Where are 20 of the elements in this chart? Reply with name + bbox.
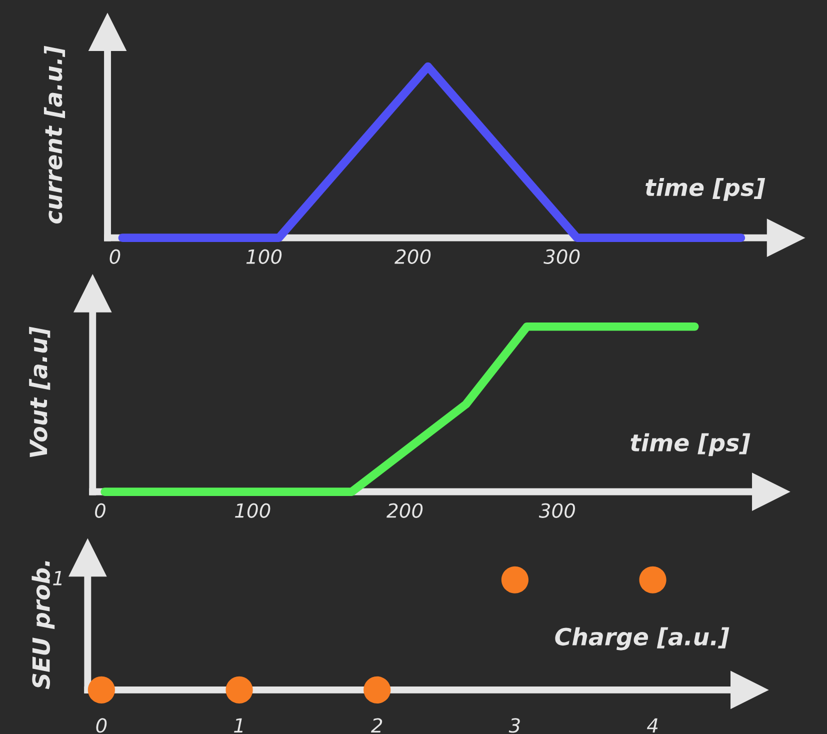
y-axis-title: current [a.u.] xyxy=(44,46,66,224)
x-tick-label: 0 xyxy=(96,718,107,733)
x-tick-label: 100 xyxy=(235,503,270,518)
x-tick-label: 0 xyxy=(95,503,106,518)
y-axis-title: SEU prob. xyxy=(32,561,55,690)
x-axis-title: Charge [a.u.] xyxy=(555,627,730,650)
text: 1 xyxy=(53,571,62,586)
y-axis-title: Vout [a.u] xyxy=(29,326,50,458)
x-tick-label: 3 xyxy=(508,718,520,733)
x-tick-label: 200 xyxy=(394,249,431,264)
x-tick-label: 200 xyxy=(386,503,423,518)
x-tick-label: 2 xyxy=(371,718,382,733)
x-tick-label: 100 xyxy=(246,249,282,264)
x-tick-label: 0 xyxy=(110,249,120,264)
x-tick-label: 1 xyxy=(234,718,243,733)
x-tick-label: 300 xyxy=(538,503,575,518)
x-axis-title: time [ps] xyxy=(646,178,766,201)
x-tick-label: 300 xyxy=(544,249,580,264)
x-tick-label: 4 xyxy=(646,718,658,733)
x-axis-title: time [ps] xyxy=(630,433,750,456)
